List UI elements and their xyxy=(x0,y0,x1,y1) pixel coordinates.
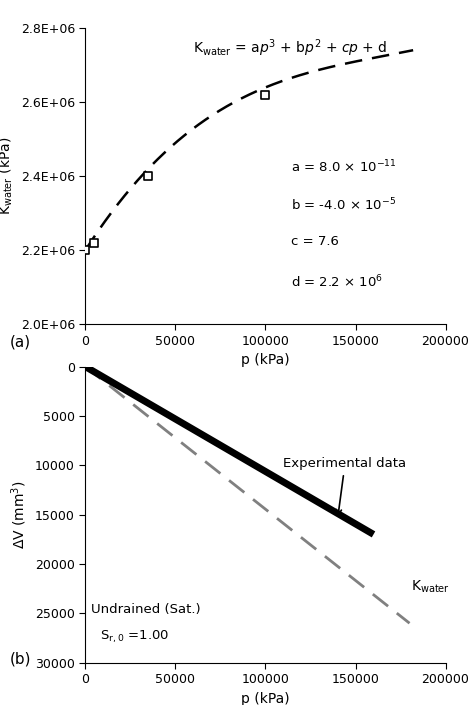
Text: S$_\mathregular{r,0}$ =1.00: S$_\mathregular{r,0}$ =1.00 xyxy=(100,628,169,644)
Text: d = 2.2 $\times$ 10$^{6}$: d = 2.2 $\times$ 10$^{6}$ xyxy=(291,274,383,290)
Point xyxy=(262,89,269,100)
Text: (b): (b) xyxy=(9,651,31,666)
Text: K$_\mathregular{water}$: K$_\mathregular{water}$ xyxy=(411,579,450,595)
Text: b = -4.0 $\times$ 10$^{-5}$: b = -4.0 $\times$ 10$^{-5}$ xyxy=(291,197,396,214)
Text: a = 8.0 $\times$ 10$^{-11}$: a = 8.0 $\times$ 10$^{-11}$ xyxy=(291,159,397,175)
Text: Undrained (Sat.): Undrained (Sat.) xyxy=(91,603,201,616)
Text: Experimental data: Experimental data xyxy=(283,458,407,515)
Y-axis label: K$_\mathregular{water}$ (kPa): K$_\mathregular{water}$ (kPa) xyxy=(0,137,15,215)
Point xyxy=(82,245,89,256)
Y-axis label: ΔV (mm$^3$): ΔV (mm$^3$) xyxy=(10,480,29,549)
X-axis label: p (kPa): p (kPa) xyxy=(241,353,290,367)
X-axis label: p (kPa): p (kPa) xyxy=(241,692,290,705)
Text: K$_\mathregular{water}$ = a$p^3$ + b$p^2$ + $c$$p$ + d: K$_\mathregular{water}$ = a$p^3$ + b$p^2… xyxy=(193,37,388,59)
Text: (a): (a) xyxy=(9,335,31,350)
Text: c = 7.6: c = 7.6 xyxy=(291,235,338,248)
Point xyxy=(91,237,98,248)
Point xyxy=(145,171,152,182)
